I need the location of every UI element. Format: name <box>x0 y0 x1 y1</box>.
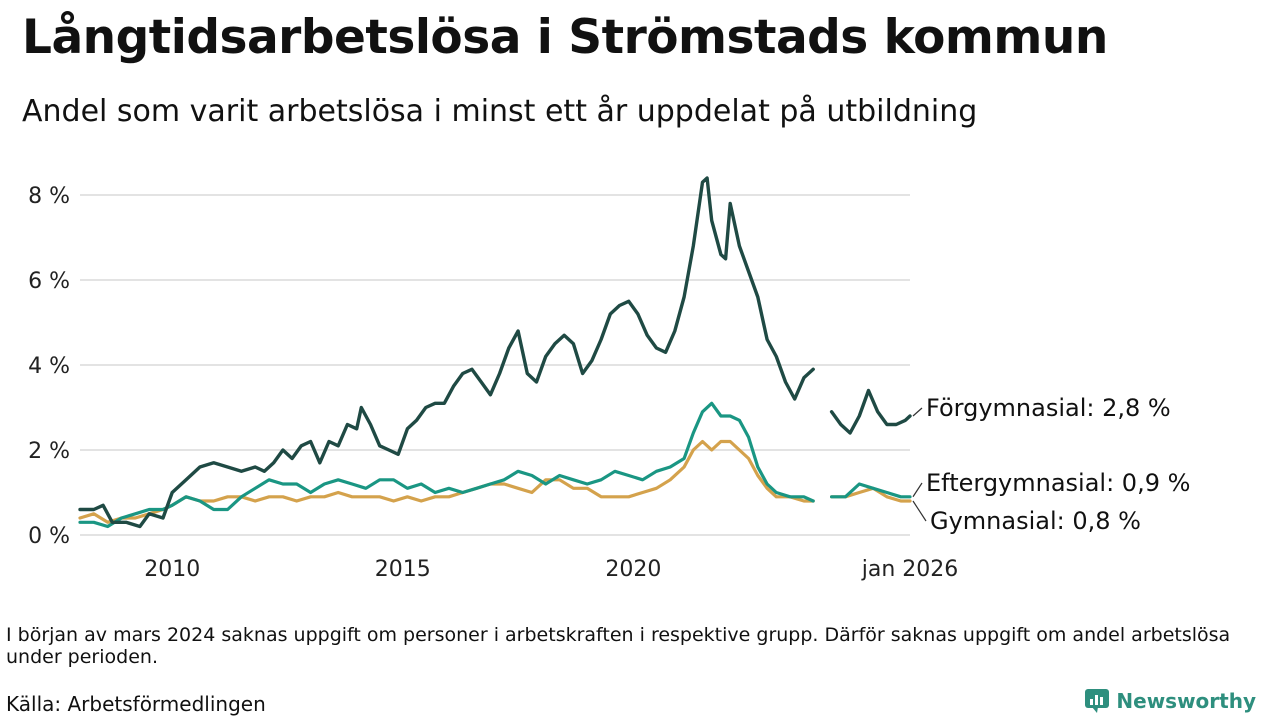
series-line-forgymnasial <box>78 176 815 529</box>
x-tick-label: 2020 <box>605 557 661 582</box>
x-axis-ticks: 2010 2015 2020 jan 2026 <box>144 557 958 582</box>
y-axis-ticks: 0 % 2 % 4 % 6 % 8 % <box>28 184 70 549</box>
y-tick-label: 2 % <box>28 439 70 464</box>
end-label-forgymnasial: Förgymnasial: 2,8 % <box>926 394 1171 422</box>
source-credit: Källa: Arbetsförmedlingen <box>6 692 266 716</box>
y-tick-label: 0 % <box>28 524 70 549</box>
line-chart: 0 % 2 % 4 % 6 % 8 % 2010 2015 2020 jan 2026 För… <box>28 176 1190 582</box>
newsworthy-icon <box>1085 689 1110 713</box>
series-line-eftergymnasial <box>78 401 815 529</box>
chart-subtitle: Andel som varit arbetslösa i minst ett å… <box>22 94 978 129</box>
label-connector <box>912 500 927 522</box>
footnote: I början av mars 2024 saknas uppgift om … <box>6 624 1231 668</box>
series-line-forgymnasial <box>829 388 912 435</box>
gridlines <box>80 194 910 536</box>
label-connector <box>912 482 923 498</box>
x-tick-label: 2015 <box>375 557 431 582</box>
brand-logo: Newsworthy <box>1084 688 1256 714</box>
series-line-eftergymnasial <box>830 482 912 499</box>
y-tick-label: 8 % <box>28 184 70 209</box>
end-labels: Förgymnasial: 2,8 % Eftergymnasial: 0,9 %… <box>912 394 1190 535</box>
series-line-gymnasial <box>78 439 815 524</box>
x-tick-label: 2010 <box>144 557 200 582</box>
x-tick-label: jan 2026 <box>861 557 959 582</box>
end-label-gymnasial: Gymnasial: 0,8 % <box>930 507 1141 535</box>
series-lines <box>78 176 912 529</box>
brand-name: Newsworthy <box>1116 689 1256 713</box>
label-connector <box>912 407 923 417</box>
y-tick-label: 4 % <box>28 354 70 379</box>
y-tick-label: 6 % <box>28 269 70 294</box>
end-label-eftergymnasial: Eftergymnasial: 0,9 % <box>926 469 1190 497</box>
chart-title: Långtidsarbetslösa i Strömstads kommun <box>22 10 1108 65</box>
